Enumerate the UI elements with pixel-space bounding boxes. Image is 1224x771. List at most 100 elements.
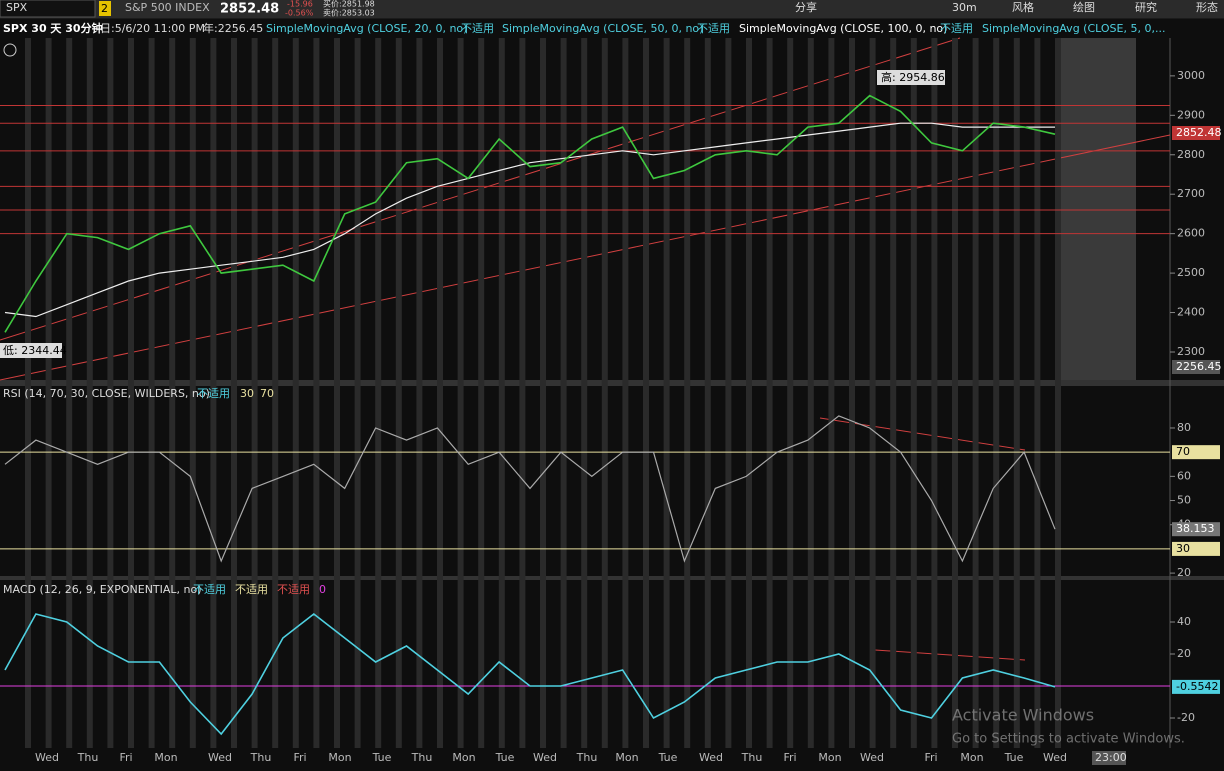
symbol-box[interactable] — [0, 0, 96, 18]
y-tick-label: 20 — [1177, 647, 1191, 660]
session-stripe — [519, 38, 526, 748]
x-tick-label: Wed — [208, 751, 232, 764]
change-pct: -0.56% — [285, 9, 314, 18]
session-stripe — [746, 38, 752, 748]
study-label: SimpleMovingAvg (CLOSE, 50, 0, no) — [502, 22, 703, 35]
value-box — [1172, 522, 1220, 537]
toolbar-button[interactable]: 分享 — [795, 0, 817, 14]
session-stripe — [334, 38, 340, 748]
x-tick-label: Thu — [411, 751, 433, 764]
x-tick-label: Wed — [1043, 751, 1067, 764]
session-stripe — [169, 38, 176, 748]
x-tick-label: Mon — [154, 751, 177, 764]
price-line — [4, 94, 1056, 333]
x-tick-label: Fri — [119, 751, 132, 764]
y-tick-label: 2500 — [1177, 266, 1205, 279]
toolbar-button[interactable]: 风格 — [1012, 0, 1034, 14]
y-tick-label: 20 — [1177, 566, 1191, 579]
session-stripe — [807, 38, 814, 748]
study-status: 不适用 — [940, 22, 973, 35]
session-stripe — [231, 38, 237, 748]
y-tick-label: 2400 — [1177, 306, 1205, 319]
watermark-body: Go to Settings to activate Windows. — [952, 732, 1185, 747]
session-stripe — [766, 38, 773, 748]
session-stripe — [890, 38, 897, 748]
session-stripe — [416, 38, 423, 748]
session-stripe — [498, 38, 505, 748]
macd-title: MACD (12, 26, 9, EXPONENTIAL, no) — [3, 583, 202, 596]
x-tick-label: Mon — [328, 751, 351, 764]
toolbar-button[interactable]: 研究 — [1135, 0, 1157, 14]
toolbar-button[interactable]: 30m — [952, 1, 977, 14]
value-label: 38.153 — [1176, 522, 1215, 535]
low-note: 低: 2344.44 — [3, 344, 67, 357]
x-tick-label: Thu — [741, 751, 763, 764]
x-tick-label: Wed — [699, 751, 723, 764]
session-stripe — [560, 38, 567, 748]
session-stripe — [972, 38, 979, 748]
session-stripe — [869, 38, 876, 748]
session-stripe — [1013, 38, 1020, 748]
divider — [0, 380, 1224, 386]
x-tick-label: Thu — [250, 751, 272, 764]
toolbar-button[interactable]: 绘图 — [1073, 0, 1095, 14]
toolbar-button[interactable]: 形态 — [1196, 1, 1218, 14]
session-stripe — [128, 38, 134, 748]
value-box — [1172, 679, 1220, 694]
y-tick-label: 2900 — [1177, 108, 1205, 121]
value-label: 2852.48 — [1176, 126, 1222, 139]
bid: 买价:2851.98 — [323, 0, 375, 9]
rsi-lower: 30 — [240, 387, 254, 400]
session-stripe — [849, 38, 855, 748]
y-tick-label: 2600 — [1177, 227, 1205, 240]
y-tick-label: 2800 — [1177, 148, 1205, 161]
sma-100 — [4, 122, 1055, 318]
link[interactable]: 2 — [101, 2, 108, 15]
x-tick-label: Thu — [576, 751, 598, 764]
x-tick-label: Tue — [495, 751, 515, 764]
x-tick-label: Wed — [860, 751, 884, 764]
session-stripe — [25, 38, 31, 748]
session-stripe — [601, 38, 608, 748]
macd-status: 不适用 — [277, 583, 310, 596]
session-stripe — [66, 38, 73, 748]
note-box — [0, 343, 62, 358]
session-stripe — [148, 38, 155, 748]
symbol[interactable]: SPX — [6, 1, 28, 14]
study-label: SimpleMovingAvg (CLOSE, 100, 0, no) — [739, 22, 947, 35]
session-stripe — [272, 38, 279, 748]
y-tick-label: 2700 — [1177, 187, 1205, 200]
y-tick-label: 80 — [1177, 421, 1191, 434]
study-label: SimpleMovingAvg (CLOSE, 5, 0,... — [982, 22, 1165, 35]
session-stripe — [1034, 38, 1041, 748]
chart-label: SPX 30 天 30分钟 — [3, 21, 103, 35]
expansion-area — [1056, 38, 1136, 380]
session-stripe — [581, 38, 588, 748]
y-tick-label: 2300 — [1177, 345, 1205, 358]
time-box — [1092, 751, 1126, 765]
watermark-title: Activate Windows — [952, 706, 1094, 725]
study-label: SimpleMovingAvg (CLOSE, 20, 0, no) — [266, 22, 467, 35]
y-tick-label: 50 — [1177, 494, 1191, 507]
session-stripe — [1055, 38, 1061, 748]
session-stripe — [45, 38, 52, 748]
session-stripe — [86, 38, 93, 748]
session-stripe — [993, 38, 1000, 748]
session-stripe — [910, 38, 917, 748]
value-box — [1172, 541, 1220, 556]
x-tick-label: Tue — [658, 751, 678, 764]
y-tick-label: 60 — [1177, 469, 1191, 482]
toolbar — [0, 0, 1224, 18]
year-label: 年:2256.45 — [203, 21, 263, 35]
x-tick-label: Tue — [372, 751, 392, 764]
session-stripe — [931, 38, 938, 748]
session-stripe — [643, 38, 649, 748]
macd-status: 不适用 — [235, 583, 268, 596]
x-tick-label: Tue — [1004, 751, 1024, 764]
session-stripe — [828, 38, 835, 748]
macd-line — [4, 612, 1056, 736]
rsi-upper: 70 — [260, 387, 274, 400]
rsi-status: 不适用 — [197, 387, 230, 400]
alert-icon[interactable] — [3, 43, 17, 57]
link-box[interactable] — [99, 1, 111, 16]
